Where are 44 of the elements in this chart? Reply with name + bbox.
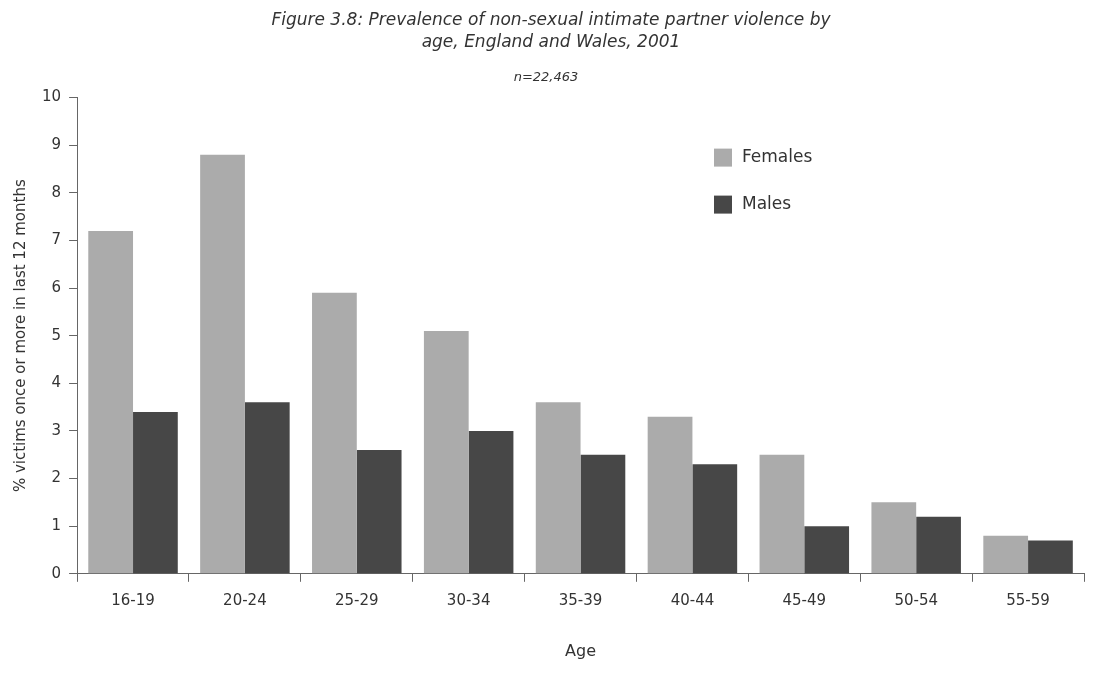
y-tick-label: 0 <box>51 563 62 582</box>
bar <box>535 402 581 574</box>
bar <box>983 535 1029 574</box>
bar <box>759 454 805 574</box>
bar <box>312 292 357 574</box>
x-tick-label: 35-39 <box>558 590 603 609</box>
bar <box>423 330 469 574</box>
y-tick-label: 6 <box>51 277 62 296</box>
x-tick-label: 20-24 <box>223 590 267 609</box>
chart-title: Figure 3.8: Prevalence of non-sexual intimate partner violence by age, England and Wales, 2001 <box>271 8 831 52</box>
bar <box>244 402 290 574</box>
x-tick-label: 30-34 <box>446 590 491 609</box>
bar <box>580 454 626 574</box>
x-tick-label: 25-29 <box>334 590 379 609</box>
x-axis-title: Age <box>565 640 597 660</box>
x-tick-label: 50-54 <box>894 590 938 609</box>
bar <box>200 154 245 574</box>
bar <box>1028 540 1073 574</box>
y-tick-label: 2 <box>51 468 62 487</box>
y-tick-label: 5 <box>51 325 62 344</box>
y-tick-label: 10 <box>41 87 62 106</box>
y-axis-title: % victims once or more in last 12 months <box>10 179 29 493</box>
x-tick-label: 16-19 <box>111 590 155 609</box>
bar <box>916 516 961 574</box>
y-tick-label: 3 <box>51 420 62 439</box>
bar <box>871 502 917 574</box>
bar <box>88 230 134 574</box>
y-tick-label: 1 <box>51 516 62 535</box>
x-tick-label: 55-59 <box>1006 590 1050 609</box>
x-tick-label: 45-49 <box>782 590 827 609</box>
legend-label: Males <box>742 193 792 214</box>
x-tick-label: 40-44 <box>670 590 715 609</box>
y-tick-label: 7 <box>51 230 62 249</box>
bar <box>804 526 850 574</box>
bar <box>647 416 693 574</box>
legend-label: Females <box>742 146 813 167</box>
bar <box>692 464 738 574</box>
y-tick-label: 9 <box>51 135 62 154</box>
y-tick-label: 8 <box>51 182 62 201</box>
chart-subtitle: n=22,463 <box>513 69 579 85</box>
bar <box>133 411 178 574</box>
y-tick-label: 4 <box>51 373 62 392</box>
bar <box>468 430 514 574</box>
bar <box>356 449 402 574</box>
